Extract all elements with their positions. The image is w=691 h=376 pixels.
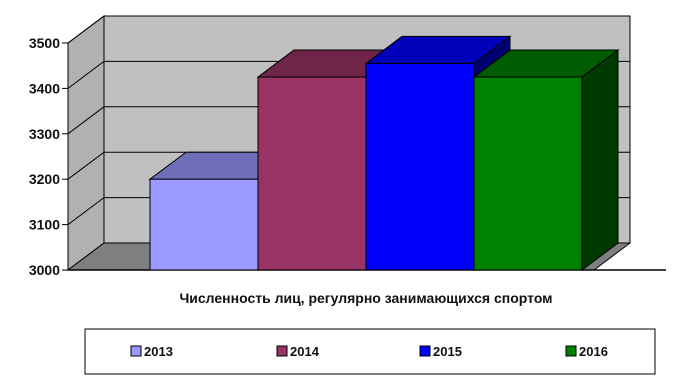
- legend-swatch: [419, 345, 431, 357]
- legend-swatch: [276, 345, 288, 357]
- legend-label: 2013: [144, 344, 173, 359]
- bar-side: [581, 49, 619, 271]
- y-tick-label: 3100: [29, 217, 60, 233]
- bar-front: [149, 178, 259, 271]
- side-wall: [67, 15, 105, 271]
- bar-front: [365, 62, 475, 271]
- bar-front: [257, 76, 367, 271]
- legend-label: 2016: [579, 344, 608, 359]
- x-axis-label: Численность лиц, регулярно занимающихся …: [179, 290, 552, 306]
- legend-swatch: [565, 345, 577, 357]
- legend: 2013 2014 2015 2016: [84, 328, 656, 375]
- legend-label: 2015: [433, 344, 462, 359]
- legend-box: [84, 328, 656, 375]
- legend-swatch: [130, 345, 142, 357]
- y-tick-label: 3200: [29, 171, 60, 187]
- bars: [148, 35, 620, 271]
- legend-label: 2014: [290, 344, 320, 359]
- gridline: [67, 15, 630, 44]
- y-tick-label: 3000: [29, 262, 60, 278]
- floor-right-edge: [593, 242, 631, 271]
- y-tick-label: 3500: [29, 35, 60, 51]
- bar-2016: [472, 49, 620, 271]
- y-tick-label: 3400: [29, 80, 60, 96]
- y-axis: 3000 3100 3200 3300 3400 3500: [29, 35, 69, 278]
- y-tick-label: 3300: [29, 126, 60, 142]
- bar-front: [473, 76, 583, 271]
